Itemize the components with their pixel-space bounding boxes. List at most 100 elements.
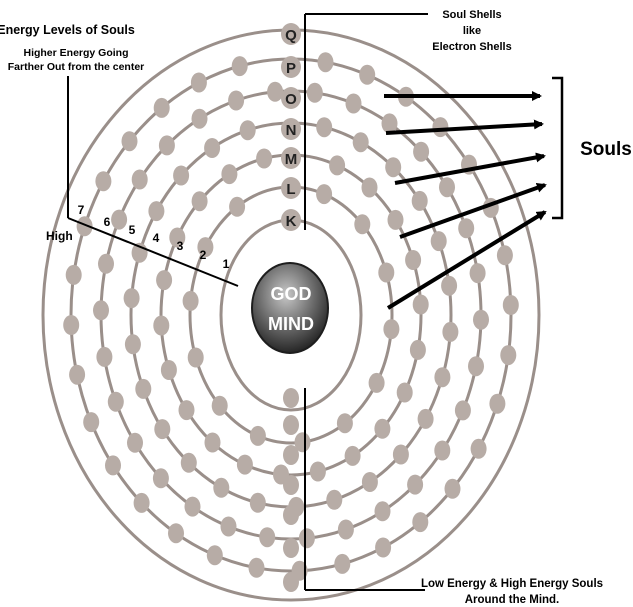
shell-letter-text: K [286,213,297,230]
shell-letter-text: O [285,91,297,108]
shell-letter-o: O [281,87,301,109]
soul-dot [206,545,223,566]
soul-dot [352,132,369,153]
shell-letter-p: P [281,56,301,78]
soul-dot [407,474,424,495]
soul-dot [96,346,113,367]
soul-dot [434,367,451,388]
high-label: High [46,229,73,243]
soul-dot [98,253,114,274]
soul-dot [197,237,214,258]
soul-dot [392,444,409,465]
arrow-n [385,119,544,135]
soul-dot [361,177,378,198]
soul-dot [231,56,248,77]
shell-letter-n: N [281,118,301,140]
soul-dot [259,527,276,548]
footer-line2: Around the Mind. [465,594,560,606]
level-number: 4 [153,231,160,245]
soul-dot [432,117,449,138]
soul-dot [442,321,459,342]
soul-dot [178,400,195,421]
soul-dot [69,364,86,385]
soul-dot [184,496,201,517]
center-line1: GOD [270,284,311,304]
soul-dot [211,395,228,416]
soul-dot [123,288,140,309]
souls-bracket [552,76,564,220]
soul-dot [153,315,170,336]
level-number: 2 [200,248,207,262]
soul-dot [248,557,265,578]
soul-dot [368,372,385,393]
soul-dot [359,64,376,85]
soul-dot [187,347,204,368]
footer-line1: Low Energy & High Energy Souls [421,578,603,590]
soul-dot [148,201,165,222]
soul-dot [204,432,221,453]
level-number: 1 [223,257,230,271]
soul-arrows [384,91,547,310]
soul-dot [489,393,506,414]
soul-dot [434,440,451,461]
soul-dot [409,339,426,360]
soul-dot [405,250,422,270]
soul-dot [329,155,346,176]
energy-radial-line [67,217,239,287]
header-right-line1: Soul Shells [442,9,501,21]
soul-dot [124,334,141,355]
soul-dot [378,262,395,283]
soul-dot [131,169,148,190]
soul-dot [180,452,197,473]
soul-dot [502,295,519,315]
header-left-title: Energy Levels of Souls [0,23,135,37]
soul-dot [316,184,333,205]
shell-letter-text: P [286,60,296,77]
arrow-m [394,152,546,185]
soul-dot [267,81,284,102]
soul-dot [468,356,484,377]
soul-dot [454,400,471,421]
soul-dots [63,52,519,592]
soul-dot [412,512,429,533]
soul-dot [213,477,230,498]
soul-dot [473,309,489,330]
soul-dot [239,120,256,141]
soul-dot [283,475,299,495]
soul-dot [413,141,430,162]
souls-label: Souls [580,139,632,160]
center-line2: MIND [268,314,314,334]
soul-dot [374,501,391,522]
soul-dot [191,191,208,212]
soul-dot [83,412,100,433]
soul-dot [470,438,487,459]
soul-dot [283,505,299,525]
soul-dot [316,117,333,138]
soul-dot [298,528,315,549]
soul-dot [93,300,109,321]
soul-dot [412,294,429,315]
soul-dot [204,138,221,158]
soul-dot [156,270,173,291]
soul-dot [344,445,361,466]
soul-dot [111,209,128,230]
soul-dot [345,93,362,114]
soul-dot [306,82,323,103]
shell-letter-m: M [281,147,301,169]
soul-dot [417,408,434,429]
soul-dot [173,165,190,186]
soul-dot [105,455,121,476]
shell-letter-text: N [286,122,297,139]
arrow-k [386,210,547,310]
soul-dot [229,196,246,217]
soul-dot [396,382,413,403]
soul-dot [154,419,171,440]
header-right-line2: like [463,25,481,37]
soul-dot [309,461,326,482]
level-number: 5 [129,223,136,237]
soul-dot [228,90,245,111]
soul-dot [158,135,175,156]
soul-dot [337,519,354,540]
soul-dot [221,164,238,185]
